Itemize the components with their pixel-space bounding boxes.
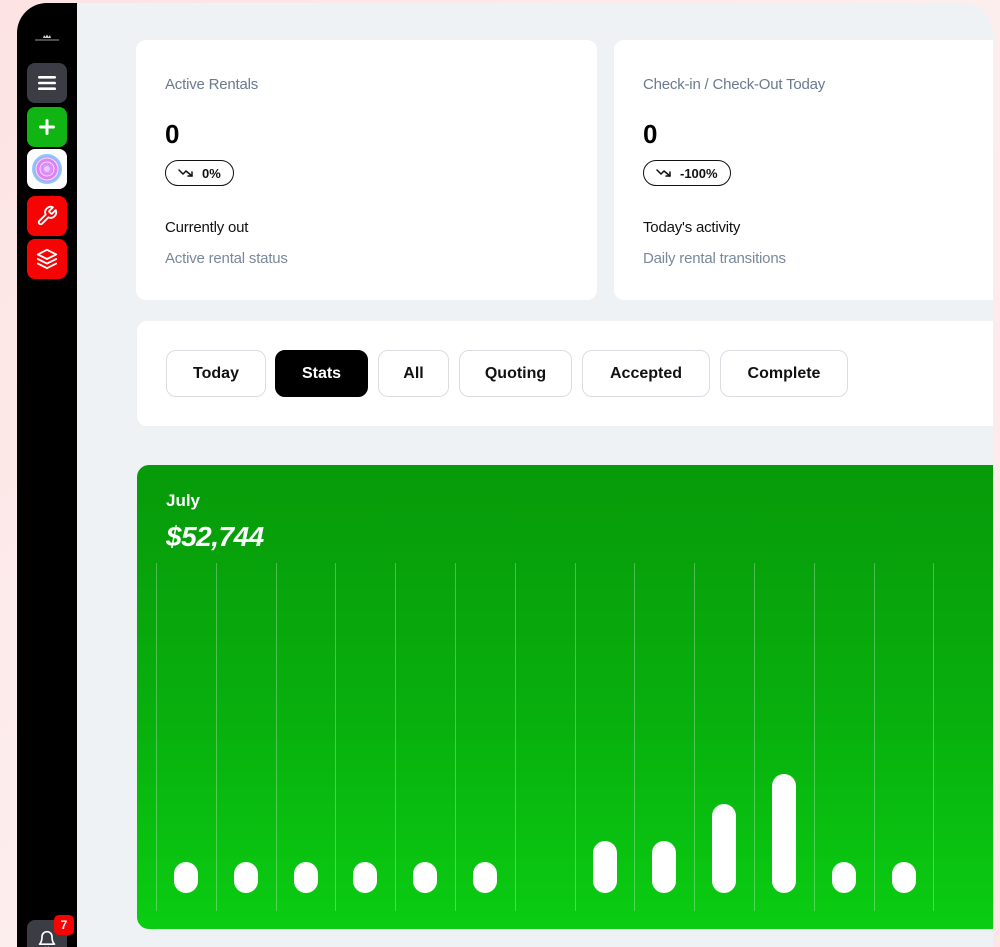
bell-icon: [38, 930, 56, 947]
chart-total: $52,744: [166, 521, 264, 552]
tab-accepted[interactable]: Accepted: [582, 350, 710, 397]
gridline: [873, 563, 875, 911]
gridline: [634, 563, 636, 911]
menu-button[interactable]: [27, 63, 67, 103]
stat-description: Active rental status: [165, 250, 288, 267]
gridline: [395, 563, 397, 911]
sidebar: 7: [17, 3, 77, 947]
change-value: -100%: [680, 165, 718, 181]
stat-subtitle: Today's activity: [643, 219, 741, 236]
gridline: [514, 563, 516, 911]
tab-today[interactable]: Today: [166, 350, 266, 397]
wrench-icon: [37, 205, 58, 226]
gridline: [335, 563, 337, 911]
chart-bar[interactable]: [293, 862, 318, 893]
stat-value: 0: [643, 119, 658, 149]
change-badge: -100%: [643, 160, 731, 186]
stat-value: 0: [165, 119, 180, 149]
tab-stats[interactable]: Stats: [275, 350, 368, 397]
stat-title: Check-in / Check-Out Today: [643, 76, 826, 93]
gridline: [813, 563, 815, 911]
gridline: [754, 563, 755, 911]
gridline: [694, 563, 696, 911]
chart-bar[interactable]: [233, 862, 258, 893]
main-content: Active Rentals 0 0% Currently out Active…: [78, 3, 993, 947]
trend-down-icon: [178, 169, 193, 177]
chart-bar[interactable]: [831, 862, 856, 893]
app-button[interactable]: [27, 149, 67, 189]
gridline: [156, 563, 157, 911]
change-badge: 0%: [165, 160, 234, 186]
chart-bar[interactable]: [173, 862, 198, 893]
chart-bar[interactable]: [652, 841, 677, 893]
gridline: [275, 563, 277, 911]
app-window: 7 Active Rentals 0 0% Currently out Acti…: [17, 3, 993, 947]
chart-bar[interactable]: [353, 862, 378, 893]
tab-complete[interactable]: Complete: [720, 350, 848, 397]
bar-chart: [137, 563, 993, 911]
trend-down-icon: [656, 169, 671, 177]
tools-button[interactable]: [27, 196, 67, 236]
chart-bar[interactable]: [891, 862, 916, 893]
active-rentals-card: Active Rentals 0 0% Currently out Active…: [136, 40, 597, 300]
layers-button[interactable]: [27, 239, 67, 279]
chart-bar[interactable]: [771, 774, 796, 893]
chart-bar[interactable]: [413, 862, 438, 893]
revenue-chart-card: July $52,744: [137, 465, 993, 929]
gridline: [455, 563, 456, 911]
notification-count-badge: 7: [54, 915, 74, 935]
chart-bar[interactable]: [472, 862, 497, 893]
checkin-checkout-card: Check-in / Check-Out Today 0 -100% Today…: [614, 40, 993, 300]
stat-description: Daily rental transitions: [643, 250, 786, 267]
gridline: [215, 563, 217, 911]
stat-subtitle: Currently out: [165, 219, 249, 236]
layers-icon: [36, 248, 58, 270]
add-button[interactable]: [27, 107, 67, 147]
chart-month: July: [166, 491, 201, 510]
tab-all[interactable]: All: [378, 350, 449, 397]
change-value: 0%: [202, 165, 221, 181]
chart-bar[interactable]: [592, 841, 617, 893]
logo-icon: [35, 34, 59, 41]
filter-tabs: Today Stats All Quoting Accepted Complet…: [137, 321, 993, 426]
plus-icon: [39, 119, 55, 135]
gridline: [574, 563, 576, 911]
hamburger-icon: [38, 76, 56, 90]
chart-bar[interactable]: [712, 804, 737, 893]
gridline: [933, 563, 935, 911]
stat-title: Active Rentals: [165, 76, 259, 93]
tab-quoting[interactable]: Quoting: [459, 350, 572, 397]
app-swirl-icon: [32, 154, 62, 184]
